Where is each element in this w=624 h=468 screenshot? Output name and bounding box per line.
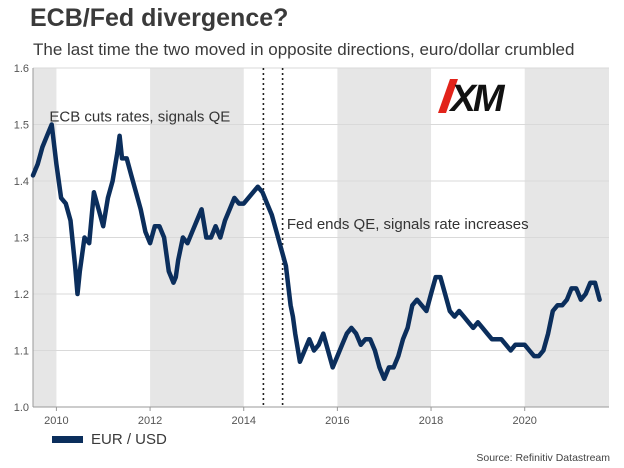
x-tick-label: 2010 [44,415,68,427]
y-tick-label: 1.2 [14,289,29,301]
event-annotation: ECB cuts rates, signals QE [49,109,230,126]
legend-swatch [52,436,83,443]
annotations: ECB cuts rates, signals QE Fed ends QE, s… [49,109,528,233]
y-axis-ticks: 1.0 1.1 1.2 1.3 1.4 1.5 1.6 [14,63,29,414]
axes [32,68,609,408]
y-tick-label: 1.4 [14,176,29,188]
chart-title: ECB/Fed divergence? [30,4,289,32]
y-tick-label: 1.3 [14,233,29,245]
y-tick-label: 1.1 [14,346,29,358]
legend: EUR / USD [52,431,167,448]
x-tick-label: 2020 [512,415,536,427]
event-markers [262,68,284,407]
chart-subtitle: The last time the two moved in opposite … [33,40,575,59]
x-axis-ticks: 2010 2012 2014 2016 2018 2020 [44,407,537,427]
xm-logo: XM [438,78,509,120]
x-tick-label: 2014 [231,415,255,427]
x-tick-label: 2012 [138,415,162,427]
logo-red-slash [438,79,458,113]
source-note: Source: Refinitiv Datastream [476,452,610,464]
x-tick-label: 2018 [419,415,443,427]
y-tick-label: 1.0 [14,402,29,414]
event-annotation: Fed ends QE, signals rate increases [287,216,529,233]
y-tick-label: 1.6 [14,63,29,75]
x-tick-label: 2016 [325,415,349,427]
series-line-eur-usd [30,122,602,382]
logo-text: XM [449,78,506,120]
series-layer [30,122,602,382]
legend-label: EUR / USD [91,431,167,448]
y-tick-label: 1.5 [14,120,29,132]
